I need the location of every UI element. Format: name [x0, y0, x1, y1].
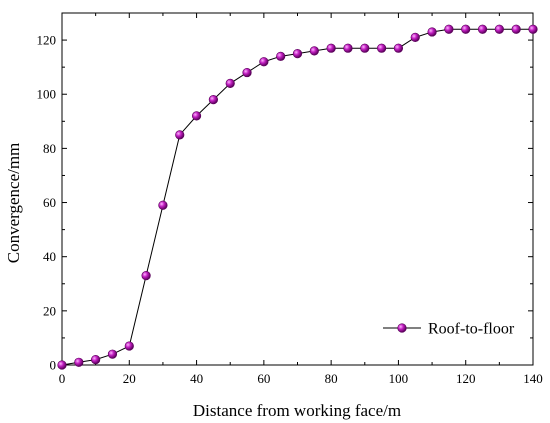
y-tick-label: 80 [43, 141, 56, 156]
data-point [107, 349, 118, 359]
data-point [360, 43, 370, 53]
data-point [461, 24, 471, 34]
data-point [377, 43, 387, 53]
series-layer [57, 24, 538, 370]
data-point [276, 51, 286, 61]
x-tick-label: 100 [389, 371, 409, 386]
x-axis-label: Distance from working face/m [193, 401, 401, 420]
data-point [158, 200, 168, 210]
data-point [292, 49, 303, 59]
data-point [91, 354, 101, 365]
y-tick-label: 20 [43, 303, 56, 318]
y-axis-ticks: 0 20 40 60 80 100 120 [37, 33, 533, 373]
data-point [191, 111, 202, 121]
x-tick-label: 0 [59, 371, 66, 386]
x-tick-label: 40 [190, 371, 203, 386]
data-point [57, 360, 67, 370]
data-point [427, 27, 437, 37]
x-tick-label: 120 [456, 371, 476, 386]
x-tick-label: 60 [257, 371, 270, 386]
data-point [141, 271, 151, 281]
y-tick-label: 0 [50, 358, 57, 373]
plot-area [61, 12, 534, 366]
y-tick-label: 40 [43, 249, 56, 264]
data-point [309, 46, 319, 56]
legend: Roof-to-floor [383, 321, 515, 338]
data-point [511, 24, 521, 34]
x-axis-ticks: 0 20 40 60 80 100 120 140 [59, 13, 543, 386]
y-tick-label: 60 [43, 195, 56, 210]
data-point [242, 67, 252, 78]
data-point [225, 78, 235, 88]
data-point [208, 95, 218, 105]
data-point [494, 24, 504, 34]
x-tick-label: 20 [123, 371, 136, 386]
y-tick-label: 100 [37, 87, 57, 102]
y-tick-label: 120 [37, 33, 57, 48]
data-point [444, 24, 454, 34]
data-point [477, 24, 488, 34]
data-point [259, 57, 269, 67]
data-point [528, 24, 538, 34]
legend-label: Roof-to-floor [428, 321, 515, 338]
data-point [124, 341, 134, 351]
series-line [61, 28, 533, 366]
data-point [343, 43, 353, 53]
plot-frame [61, 12, 534, 366]
x-tick-label: 80 [325, 371, 338, 386]
legend-marker [397, 323, 407, 333]
data-point [393, 43, 404, 53]
data-point [410, 32, 420, 42]
y-axis-label: Convergence/mm [4, 143, 23, 264]
x-tick-label: 140 [523, 371, 543, 386]
data-point [175, 130, 185, 140]
data-point [326, 43, 336, 53]
data-point [74, 357, 84, 367]
